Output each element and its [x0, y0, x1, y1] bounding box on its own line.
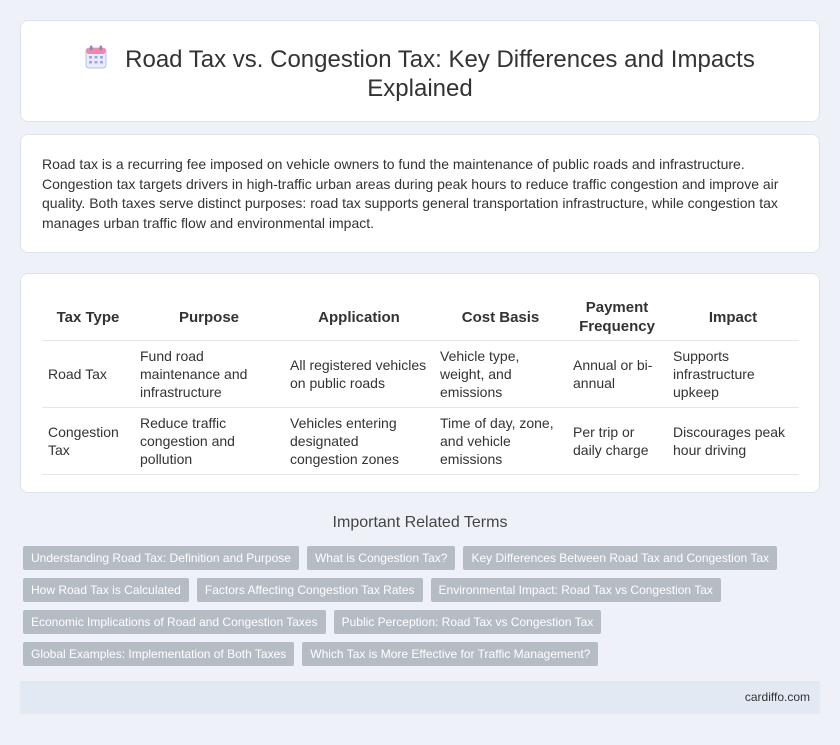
table-cell: Vehicles entering designated congestion …	[284, 407, 434, 475]
table-cell: Congestion Tax	[42, 407, 134, 475]
footer: cardiffo.com	[20, 681, 820, 714]
related-term-link[interactable]: Global Examples: Implementation of Both …	[23, 642, 295, 666]
intro-paragraph: Road tax is a recurring fee imposed on v…	[42, 156, 779, 231]
comparison-table: Tax Type Purpose Application Cost Basis …	[42, 294, 799, 475]
related-term-link[interactable]: Which Tax is More Effective for Traffic …	[302, 642, 599, 666]
header-purpose: Purpose	[134, 294, 284, 341]
related-term-link[interactable]: What is Congestion Tax?	[306, 546, 456, 570]
tag-row: Economic Implications of Road and Conges…	[23, 610, 823, 634]
related-term-link[interactable]: Economic Implications of Road and Conges…	[23, 610, 326, 634]
tag-row: How Road Tax is Calculated Factors Affec…	[23, 578, 823, 602]
table-cell: Supports infrastructure upkeep	[667, 340, 799, 408]
related-term-link[interactable]: Environmental Impact: Road Tax vs Conges…	[430, 578, 721, 602]
header-tax-type: Tax Type	[42, 294, 134, 341]
table-row: Road Tax Fund road maintenance and infra…	[42, 340, 799, 408]
related-terms-list: Understanding Road Tax: Definition and P…	[23, 546, 823, 674]
table-cell: Discourages peak hour driving	[667, 407, 799, 475]
comparison-table-card: Tax Type Purpose Application Cost Basis …	[20, 273, 820, 493]
page-title-wrap: Road Tax vs. Congestion Tax: Key Differe…	[61, 45, 779, 103]
table-header-row: Tax Type Purpose Application Cost Basis …	[42, 294, 799, 341]
page-title: Road Tax vs. Congestion Tax: Key Differe…	[125, 46, 755, 102]
table-row: Congestion Tax Reduce traffic congestion…	[42, 407, 799, 475]
table-cell: All registered vehicles on public roads	[284, 340, 434, 408]
header-cost-basis: Cost Basis	[434, 294, 567, 341]
related-term-link[interactable]: Factors Affecting Congestion Tax Rates	[196, 578, 423, 602]
header-application: Application	[284, 294, 434, 341]
table-cell: Reduce traffic congestion and pollution	[134, 407, 284, 475]
intro-card: Road tax is a recurring fee imposed on v…	[20, 134, 820, 253]
header-payment-frequency: Payment Frequency	[567, 294, 667, 341]
footer-site[interactable]: cardiffo.com	[744, 690, 810, 704]
title-card: Road Tax vs. Congestion Tax: Key Differe…	[20, 20, 820, 122]
header-impact: Impact	[667, 294, 799, 341]
table-cell: Road Tax	[42, 340, 134, 408]
tag-row: Understanding Road Tax: Definition and P…	[23, 546, 823, 570]
related-term-link[interactable]: Understanding Road Tax: Definition and P…	[23, 546, 299, 570]
table-cell: Annual or bi-annual	[567, 340, 667, 408]
table-cell: Fund road maintenance and infrastructure	[134, 340, 284, 408]
related-term-link[interactable]: Public Perception: Road Tax vs Congestio…	[333, 610, 602, 634]
calendar-icon	[85, 45, 107, 69]
table-cell: Per trip or daily charge	[567, 407, 667, 475]
tag-row: Global Examples: Implementation of Both …	[23, 642, 823, 666]
related-terms-title: Important Related Terms	[332, 514, 508, 531]
related-term-link[interactable]: Key Differences Between Road Tax and Con…	[463, 546, 777, 570]
table-cell: Vehicle type, weight, and emissions	[434, 340, 567, 408]
related-term-link[interactable]: How Road Tax is Calculated	[23, 578, 189, 602]
table-cell: Time of day, zone, and vehicle emissions	[434, 407, 567, 475]
